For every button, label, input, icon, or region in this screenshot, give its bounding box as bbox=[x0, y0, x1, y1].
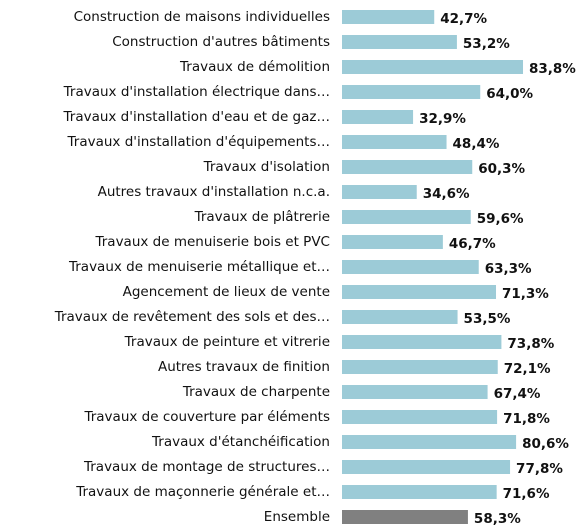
value-label: 53,5% bbox=[464, 311, 511, 327]
category-label: Travaux d'installation d'eau et de gaz… bbox=[63, 109, 331, 125]
value-label: 48,4% bbox=[453, 136, 500, 152]
category-label: Travaux d'installation d'équipements… bbox=[67, 134, 330, 150]
bar bbox=[342, 510, 468, 524]
value-label: 59,6% bbox=[477, 211, 524, 227]
value-label: 46,7% bbox=[449, 236, 496, 252]
value-label: 63,3% bbox=[485, 261, 532, 277]
value-label: 71,8% bbox=[503, 411, 550, 427]
value-label: 67,4% bbox=[494, 386, 541, 402]
category-label: Travaux de peinture et vitrerie bbox=[124, 334, 330, 350]
value-label: 71,6% bbox=[503, 486, 550, 502]
category-label: Ensemble bbox=[264, 509, 330, 525]
value-label: 80,6% bbox=[522, 436, 569, 452]
bar bbox=[342, 60, 524, 74]
value-label: 32,9% bbox=[419, 111, 466, 127]
bar bbox=[342, 360, 498, 374]
bar bbox=[342, 335, 502, 349]
category-label: Travaux de montage de structures… bbox=[83, 459, 330, 475]
value-label: 34,6% bbox=[423, 186, 470, 202]
value-label: 64,0% bbox=[486, 86, 533, 102]
category-label: Autres travaux d'installation n.c.a. bbox=[98, 184, 330, 200]
category-label: Travaux d'installation électrique dans… bbox=[63, 84, 330, 100]
bar bbox=[342, 10, 435, 24]
value-label: 58,3% bbox=[474, 511, 521, 527]
value-label: 77,8% bbox=[516, 461, 563, 477]
category-label: Travaux de menuiserie bois et PVC bbox=[94, 234, 330, 250]
bar bbox=[342, 385, 488, 399]
bar bbox=[342, 210, 471, 224]
value-label: 60,3% bbox=[478, 161, 525, 177]
bar bbox=[342, 160, 473, 174]
bar bbox=[342, 185, 417, 199]
bar bbox=[342, 410, 498, 424]
bar bbox=[342, 235, 443, 249]
bar bbox=[342, 485, 497, 499]
bar bbox=[342, 260, 479, 274]
category-label: Agencement de lieux de vente bbox=[123, 284, 330, 300]
bar bbox=[342, 460, 511, 474]
category-label: Travaux de couverture par éléments bbox=[83, 409, 330, 425]
value-label: 73,8% bbox=[507, 336, 554, 352]
value-label: 53,2% bbox=[463, 36, 510, 52]
bar bbox=[342, 135, 447, 149]
bar bbox=[342, 110, 414, 124]
value-label: 42,7% bbox=[440, 11, 487, 27]
category-label: Travaux de revêtement des sols et des… bbox=[54, 309, 330, 325]
value-label: 83,8% bbox=[529, 61, 576, 77]
category-label: Travaux de maçonnerie générale et… bbox=[75, 484, 330, 500]
category-label: Travaux de charpente bbox=[182, 384, 330, 400]
category-label: Construction d'autres bâtiments bbox=[112, 34, 330, 50]
bar bbox=[342, 285, 497, 299]
category-label: Travaux d'isolation bbox=[203, 159, 330, 175]
value-label: 71,3% bbox=[502, 286, 549, 302]
category-label: Construction de maisons individuelles bbox=[74, 9, 330, 25]
category-label: Travaux de menuiserie métallique et… bbox=[68, 259, 330, 275]
category-label: Travaux de démolition bbox=[179, 59, 330, 75]
bar bbox=[342, 85, 481, 99]
bar bbox=[342, 35, 457, 49]
value-label: 72,1% bbox=[504, 361, 551, 377]
bar bbox=[342, 435, 517, 449]
bar bbox=[342, 310, 458, 324]
category-label: Travaux d'étanchéification bbox=[151, 434, 330, 450]
category-label: Autres travaux de finition bbox=[158, 359, 330, 375]
category-label: Travaux de plâtrerie bbox=[194, 209, 330, 225]
